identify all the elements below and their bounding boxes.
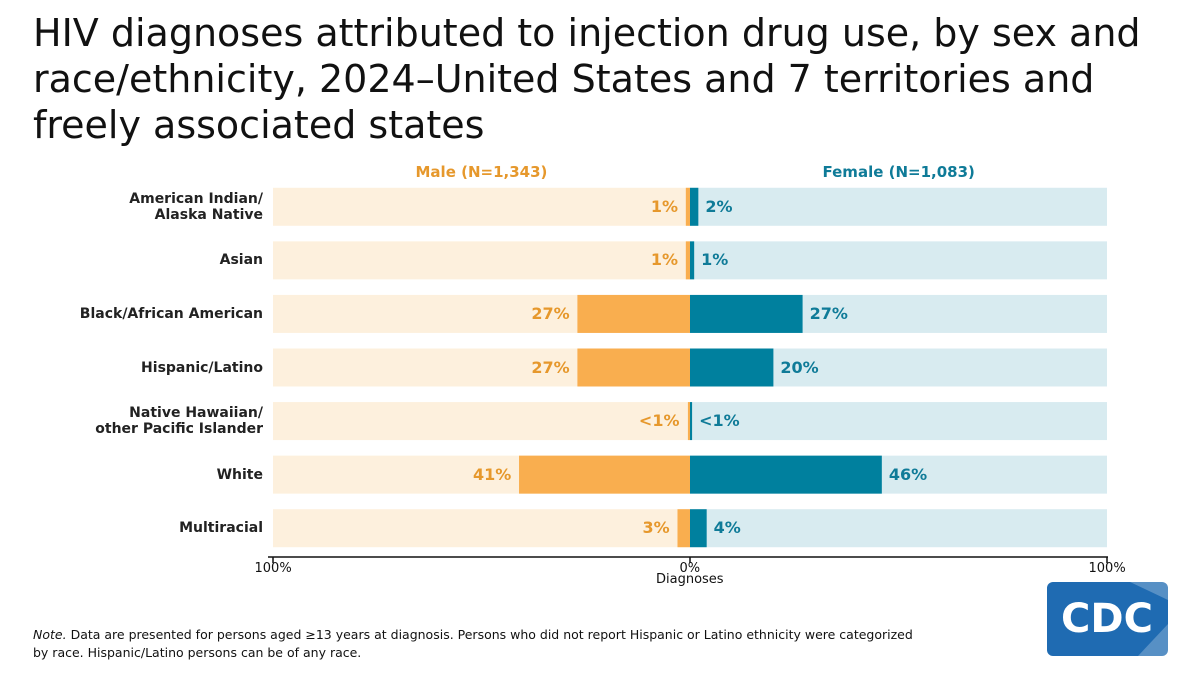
value-label: 1% bbox=[650, 196, 678, 216]
bar bbox=[577, 294, 690, 333]
cdc-logo: CDC bbox=[1047, 582, 1168, 656]
footnote: Note. Data are presented for persons age… bbox=[33, 626, 913, 662]
value-label: 41% bbox=[473, 464, 512, 484]
category-label: Hispanic/Latino bbox=[141, 359, 263, 376]
bar-track bbox=[273, 509, 690, 548]
bar-track bbox=[690, 187, 1107, 226]
legend-label: Female (N=1,083) bbox=[822, 163, 975, 181]
bar bbox=[690, 455, 882, 494]
value-label: 27% bbox=[809, 303, 848, 323]
value-label: 1% bbox=[701, 250, 729, 270]
bar-track bbox=[273, 402, 690, 441]
category-label: Black/African American bbox=[79, 305, 263, 322]
bar-track bbox=[273, 241, 690, 280]
logo-rays bbox=[1130, 582, 1168, 656]
category-label: American Indian/ Alaska Native bbox=[129, 190, 263, 223]
x-tick-label: 100% bbox=[1088, 561, 1126, 576]
bar bbox=[690, 241, 695, 280]
value-label: 27% bbox=[531, 303, 570, 323]
bar-track bbox=[273, 187, 690, 226]
value-label: 1% bbox=[650, 250, 678, 270]
bar-track bbox=[690, 241, 1107, 280]
bar bbox=[690, 509, 707, 548]
value-label: 27% bbox=[531, 357, 570, 377]
value-label: <1% bbox=[699, 411, 740, 431]
bar bbox=[690, 294, 803, 333]
value-label: 2% bbox=[705, 196, 733, 216]
bar bbox=[577, 348, 690, 387]
value-label: 3% bbox=[642, 518, 670, 538]
x-axis-title: Diagnoses bbox=[656, 572, 724, 587]
category-label: Native Hawaiian/ other Pacific Islander bbox=[95, 405, 263, 438]
bar bbox=[685, 241, 690, 280]
bar bbox=[687, 402, 690, 441]
category-label: Multiracial bbox=[179, 520, 263, 537]
legend-label: Male (N=1,343) bbox=[415, 163, 548, 181]
bar-track bbox=[690, 402, 1107, 441]
bar bbox=[685, 187, 690, 226]
bar bbox=[677, 509, 690, 548]
value-label: 46% bbox=[888, 464, 928, 484]
logo-badge bbox=[1047, 582, 1168, 656]
value-label: <1% bbox=[638, 411, 680, 431]
value-label: 4% bbox=[713, 518, 741, 538]
bar bbox=[690, 402, 693, 441]
bar-track bbox=[690, 509, 1107, 548]
x-tick-label: 0% bbox=[679, 561, 701, 576]
logo-text: CDC bbox=[1061, 596, 1153, 642]
value-label: 20% bbox=[780, 357, 819, 377]
bar bbox=[690, 348, 774, 387]
x-tick-label: 100% bbox=[254, 561, 292, 576]
category-label: White bbox=[216, 466, 263, 483]
bar bbox=[519, 455, 690, 494]
note-label: Note. bbox=[33, 627, 67, 642]
note-text: Data are presented for persons aged ≥13 … bbox=[33, 627, 913, 660]
category-label: Asian bbox=[219, 252, 263, 269]
chart-title: HIV diagnoses attributed to injection dr… bbox=[33, 11, 1141, 147]
bar bbox=[690, 187, 699, 226]
